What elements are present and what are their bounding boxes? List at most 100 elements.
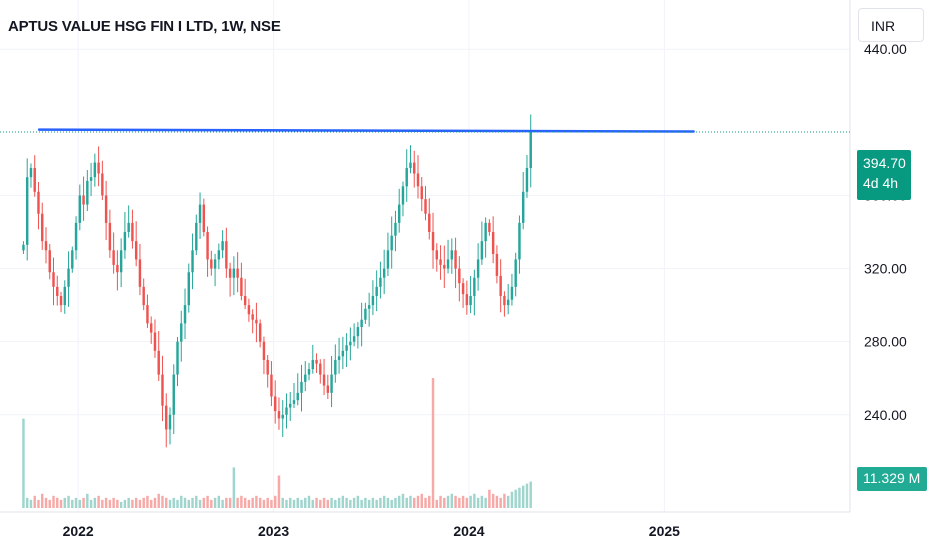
volume-bar (195, 495, 198, 508)
volume-bar (123, 499, 127, 508)
candle-body (300, 381, 303, 393)
time-axis[interactable]: 2022 2023 2024 2025 (63, 523, 681, 539)
volume-bar (225, 497, 228, 508)
candle-body (443, 264, 446, 269)
volume-bar (270, 499, 273, 508)
volume-bar (476, 497, 480, 508)
candle-body (134, 241, 138, 260)
volume-bar (382, 495, 386, 508)
price-tick-label: 240.00 (864, 407, 907, 423)
candle-body (473, 277, 476, 296)
volume-bar (255, 495, 258, 508)
volume-bar (273, 495, 277, 508)
volume-bar (82, 497, 85, 508)
candle-body (210, 259, 213, 269)
candle-body (285, 407, 288, 415)
candle-body (382, 268, 386, 278)
volume-bar (420, 493, 423, 508)
candle-body (296, 392, 299, 401)
volume-bar (367, 499, 371, 508)
volume-bar (311, 499, 315, 508)
volume-bar (97, 495, 100, 508)
candle-body (116, 264, 119, 273)
volume-bar (360, 499, 363, 508)
candle-body (446, 259, 450, 269)
volume-bar (375, 499, 378, 508)
volume-bar (22, 418, 25, 508)
trendline (37, 128, 695, 133)
candle-body (394, 222, 397, 236)
volume-bar (258, 497, 262, 508)
candle-body (138, 259, 142, 287)
candle-body (29, 168, 33, 178)
candle-body (322, 374, 326, 386)
volume-bar (525, 483, 529, 508)
candle-body (131, 222, 134, 242)
volume-bar (397, 495, 401, 508)
volume-bar (491, 493, 495, 508)
volume-bar (78, 499, 82, 508)
volume-bar (281, 497, 284, 508)
volume-bar (529, 481, 532, 508)
volume-bar (25, 497, 29, 508)
volume-bar (326, 499, 330, 508)
volume-bar (149, 499, 153, 508)
candle-body (390, 235, 393, 251)
volume-bar (315, 497, 318, 508)
candle-body (379, 277, 382, 287)
volume-bar (458, 497, 461, 508)
candle-body (157, 350, 160, 375)
volume-bar (364, 497, 367, 508)
candle-body (48, 250, 51, 273)
candle-body (315, 359, 318, 364)
candle-body (176, 341, 179, 375)
volume-bar (247, 499, 251, 508)
volume-bar (168, 499, 172, 508)
currency-button[interactable]: INR (858, 8, 924, 42)
candle-body (495, 253, 499, 276)
price-tick-label: 280.00 (864, 334, 907, 350)
volume-bar (198, 499, 202, 508)
candle-body (401, 186, 405, 205)
candle-body (480, 241, 484, 260)
volume-bar (138, 499, 142, 508)
candle-body (37, 191, 40, 214)
candle-body (93, 162, 97, 178)
volume-bar (518, 487, 521, 508)
candle-body (89, 177, 93, 181)
volume-bar (67, 495, 70, 508)
candle-body (251, 314, 254, 320)
volume-bar (153, 497, 157, 508)
volume-bar (300, 499, 303, 508)
candle-body (243, 295, 247, 306)
volume-bar (71, 499, 74, 508)
candle-body (345, 345, 348, 351)
candle-body (450, 250, 454, 260)
candle-body (33, 168, 36, 192)
volume-bar (41, 493, 44, 508)
volume-bar (345, 497, 348, 508)
candle-body (413, 162, 416, 174)
volume-bar (131, 499, 134, 508)
candle-body (221, 241, 224, 251)
volume-bar (37, 499, 40, 508)
volume-bar (191, 497, 194, 508)
candle-body (352, 336, 356, 342)
price-tick-label: 440.00 (864, 41, 907, 57)
volume-bar (465, 497, 469, 508)
volume-bar (157, 493, 160, 508)
volume-bar (213, 497, 217, 508)
volume-bar (48, 499, 51, 508)
candle-body (52, 272, 55, 287)
volume-bar (405, 497, 408, 508)
candle-body (206, 232, 209, 260)
volume-bar (352, 497, 356, 508)
volume-bar (161, 495, 164, 508)
candle-body (371, 295, 375, 306)
last-price-badge: 394.70 4d 4h (857, 150, 911, 200)
candle-body (161, 374, 164, 406)
volume-badge: 11.329 M (857, 467, 927, 491)
volume-bar (89, 499, 93, 508)
